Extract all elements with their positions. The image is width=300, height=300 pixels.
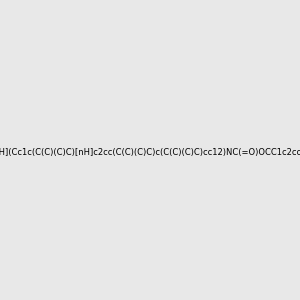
Text: O=C(O)[C@@H](Cc1c(C(C)(C)C)[nH]c2cc(C(C)(C)C)c(C(C)(C)C)cc12)NC(=O)OCC1c2ccccc2-: O=C(O)[C@@H](Cc1c(C(C)(C)C)[nH]c2cc(C(C)… [0,147,300,156]
